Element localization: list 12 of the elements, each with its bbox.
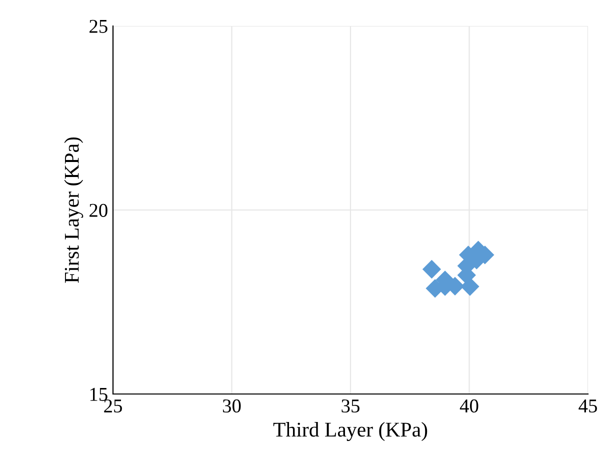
x-tick-label: 45	[578, 400, 597, 413]
y-tick-label: 20	[90, 204, 108, 217]
point	[422, 260, 442, 279]
x-tick-label: 30	[222, 399, 241, 413]
y-tick-label: 15	[90, 388, 108, 401]
y-tick-label: 25	[90, 20, 108, 33]
x-tick-label: 35	[342, 399, 360, 413]
point	[460, 277, 480, 296]
x-tick-label: 40	[460, 399, 478, 413]
x-tick-label: 25	[104, 399, 122, 413]
y-axis-title: First Layer (KPa)	[64, 137, 84, 283]
x-axis-title: Third Layer (KPa)	[273, 422, 428, 441]
